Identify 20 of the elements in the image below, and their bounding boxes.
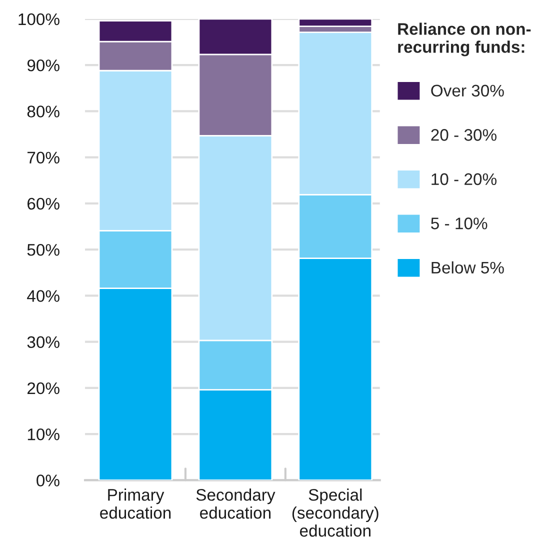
y-tick-label: 100% xyxy=(18,13,60,26)
y-tick-label: 80% xyxy=(27,106,60,118)
x-tick-label: Primary education xyxy=(100,488,171,519)
x-tick-label: Special (secondary) education xyxy=(292,488,378,537)
legend-label: Over 30% xyxy=(431,84,504,97)
legend-label: 20 - 30% xyxy=(431,129,496,141)
y-tick-label: 0% xyxy=(36,474,60,486)
y-tick-label: 20% xyxy=(28,382,60,394)
y-tick-label: 10% xyxy=(28,428,60,440)
legend-label: Below 5% xyxy=(432,261,504,274)
y-tick-label: 40% xyxy=(27,290,60,302)
y-tick-label: 30% xyxy=(27,336,60,348)
y-tick-label: 50% xyxy=(27,244,60,256)
legend-title: Reliance on non- recurring funds: xyxy=(398,22,531,56)
legend-label: 5 - 10% xyxy=(431,218,488,230)
legend-label: 10 - 20% xyxy=(432,173,496,186)
y-tick-label: 90% xyxy=(27,59,60,72)
x-tick-label: Secondary education xyxy=(196,488,276,519)
y-tick-label: 60% xyxy=(28,198,60,210)
y-tick-label: 70% xyxy=(28,152,60,164)
